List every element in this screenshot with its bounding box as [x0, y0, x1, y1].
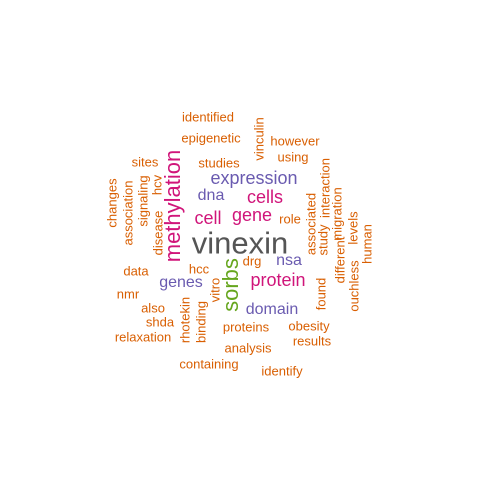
word-dna: dna	[197, 187, 225, 204]
word-relaxation: relaxation	[114, 329, 172, 345]
word-human: human	[359, 224, 375, 264]
word-cell: cell	[194, 208, 222, 228]
word-data: data	[123, 263, 149, 279]
word-genes: genes	[159, 274, 203, 291]
word-found: found	[313, 277, 329, 311]
word-migration: migration	[329, 187, 345, 241]
word-analysis: analysis	[224, 340, 272, 356]
word-epigenetic: epigenetic	[181, 130, 241, 146]
word-results: results	[292, 333, 332, 349]
word-studies: studies	[198, 155, 240, 171]
word-hcv: hcv	[149, 174, 165, 196]
word-vitro: vitro	[207, 277, 223, 303]
word-drg: drg	[242, 253, 262, 269]
word-ouchless: ouchless	[346, 260, 362, 312]
word-expression: expression	[210, 168, 298, 188]
word-obesity: obesity	[288, 318, 330, 334]
word-sorbs: sorbs	[218, 258, 243, 312]
word-proteins: proteins	[222, 319, 270, 335]
word-disease: disease	[150, 210, 166, 256]
word-study: study	[315, 224, 331, 256]
word-shda: shda	[145, 314, 175, 330]
word-hcc: hcc	[188, 261, 210, 277]
word-cells: cells	[246, 187, 284, 207]
word-association: association	[120, 180, 136, 246]
word-using: using	[277, 149, 309, 165]
word-protein: protein	[250, 270, 306, 290]
word-vinexin: vinexin	[191, 225, 289, 261]
word-binding: binding	[193, 301, 209, 343]
word-role: role	[279, 211, 301, 227]
word-vinculin: vinculin	[251, 117, 267, 161]
word-signaling: signaling	[135, 175, 151, 227]
word-also: also	[141, 300, 165, 316]
word-gene: gene	[231, 205, 273, 225]
word-identified: identified	[181, 109, 235, 125]
word-containing: containing	[179, 356, 239, 372]
word-rhotekin: rhotekin	[177, 296, 193, 344]
word-domain: domain	[245, 301, 299, 318]
word-identify: identify	[261, 363, 303, 379]
word-nsa: nsa	[276, 252, 302, 269]
word-changes: changes	[104, 178, 120, 228]
word-levels: levels	[345, 211, 361, 245]
word-however: however	[270, 133, 320, 149]
word-nmr: nmr	[116, 286, 140, 302]
word-sites: sites	[131, 154, 159, 170]
